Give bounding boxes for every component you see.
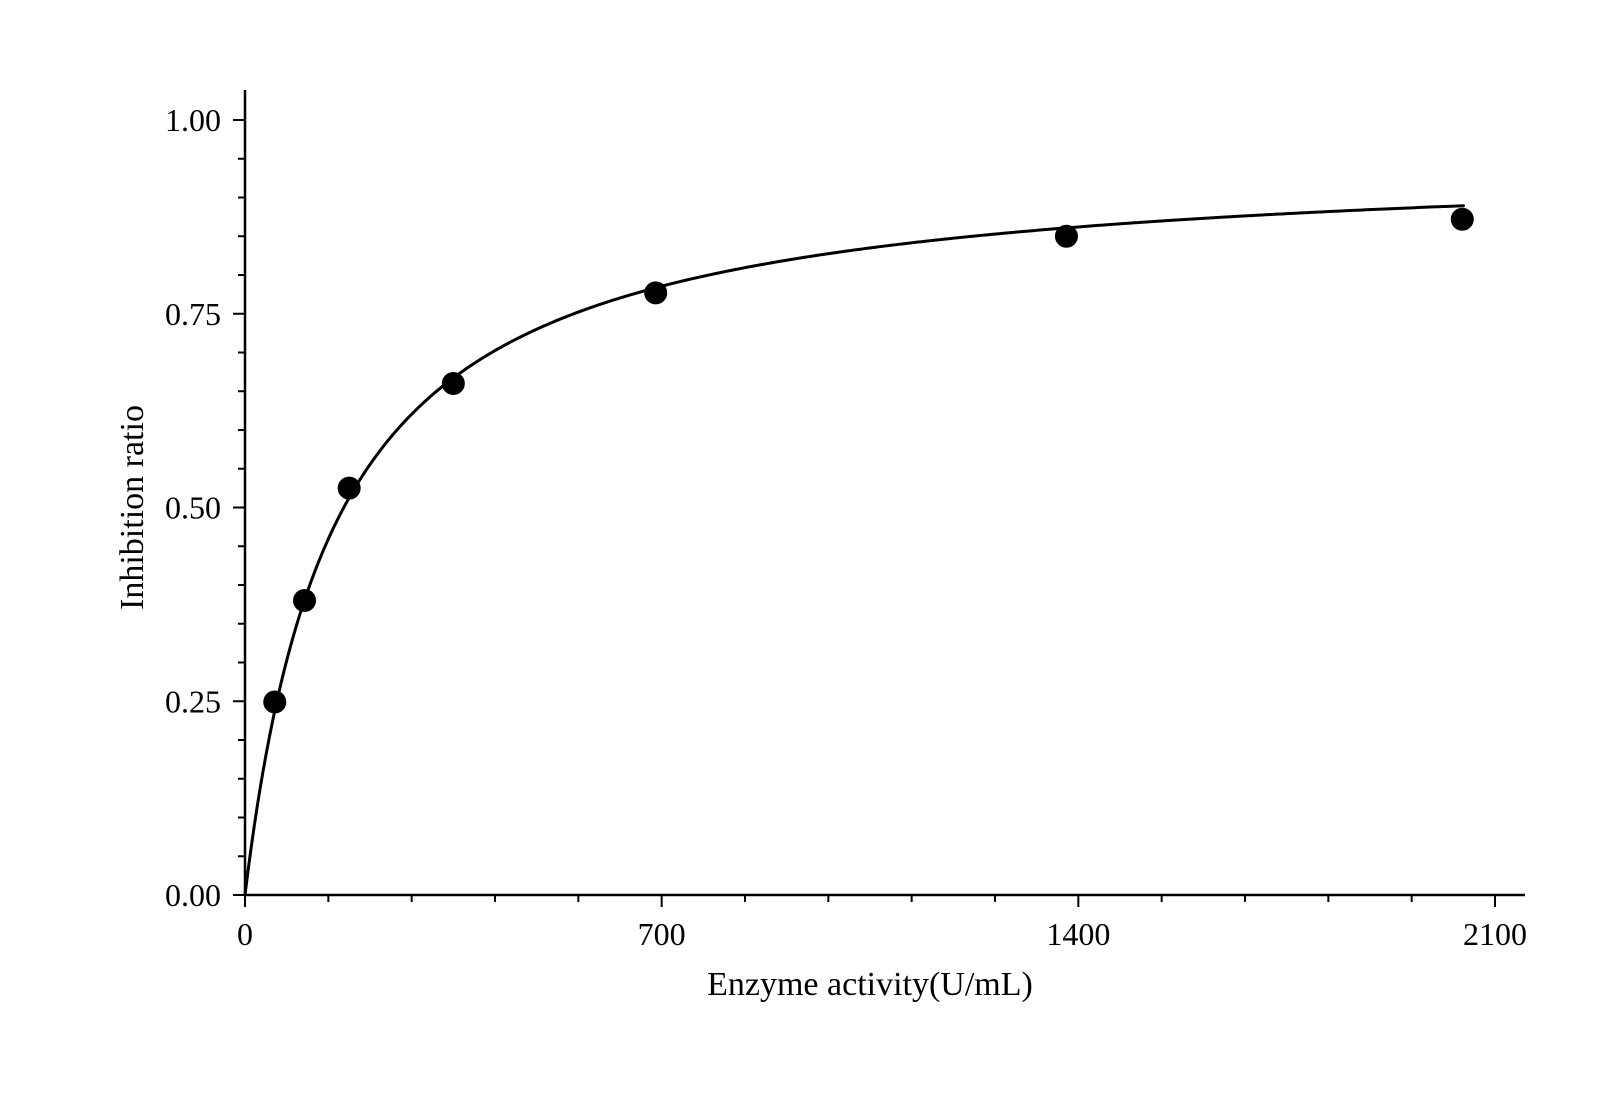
x-tick-label: 1400 bbox=[1046, 916, 1110, 952]
y-tick-label: 0.25 bbox=[165, 683, 221, 719]
data-point bbox=[294, 590, 316, 612]
x-tick-label: 0 bbox=[237, 916, 253, 952]
x-tick-label: 700 bbox=[638, 916, 686, 952]
x-axis-label: Enzyme activity(U/mL) bbox=[707, 966, 1033, 1003]
data-point bbox=[1451, 208, 1473, 230]
y-tick-label: 0.50 bbox=[165, 490, 221, 526]
data-point bbox=[645, 282, 667, 304]
data-point bbox=[264, 691, 286, 713]
data-point bbox=[1055, 225, 1077, 247]
data-point bbox=[338, 477, 360, 499]
inhibition-chart: 0 700 1400 2100 0.00 0.25 0.50 0.75 1.00 Enzyme a… bbox=[0, 0, 1600, 1117]
chart-container: 0 700 1400 2100 0.00 0.25 0.50 0.75 1.00 Enzyme a… bbox=[0, 0, 1600, 1117]
data-point bbox=[442, 373, 464, 395]
y-axis-label: Inhibition ratio bbox=[114, 405, 151, 610]
y-tick-label: 0.75 bbox=[165, 296, 221, 332]
x-tick-label: 2100 bbox=[1463, 916, 1527, 952]
y-tick-label: 0.00 bbox=[165, 877, 221, 913]
y-tick-label: 1.00 bbox=[165, 102, 221, 138]
